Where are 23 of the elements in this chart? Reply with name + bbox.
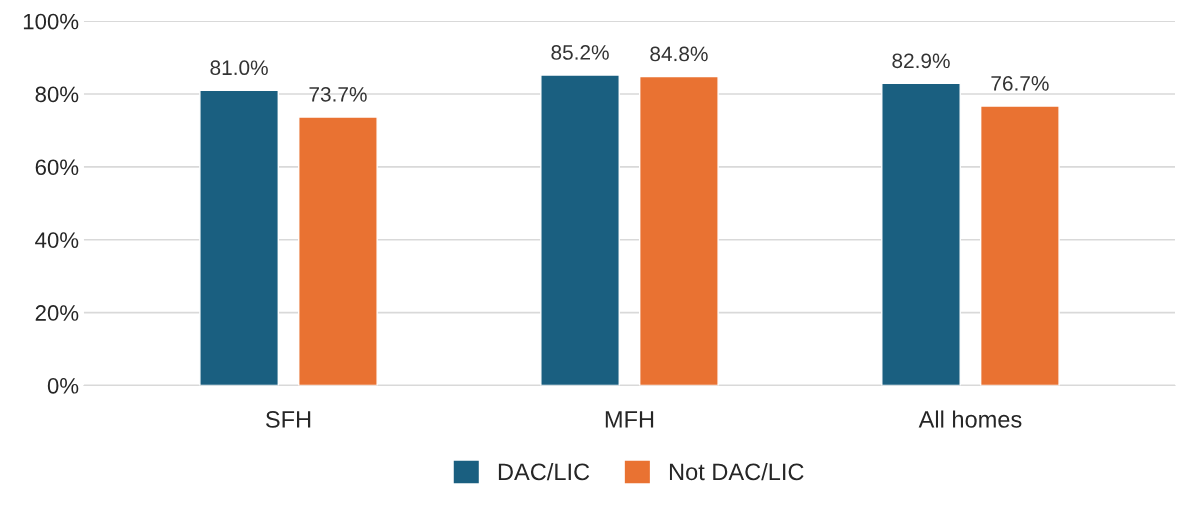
data-label: 85.2%: [551, 45, 609, 60]
bar: [979, 105, 1060, 386]
y-tick-label: 20%: [35, 305, 79, 321]
x-tick-label: MFH: [605, 411, 654, 428]
x-tick-label: All homes: [918, 410, 1022, 428]
data-label: 81.0%: [210, 60, 268, 76]
y-tick-label: 40%: [35, 232, 79, 248]
data-label: 82.9%: [892, 53, 950, 69]
bar: [639, 75, 719, 386]
data-label: 76.7%: [991, 76, 1049, 91]
legend-label: DAC/LIC: [498, 462, 590, 481]
bar: [540, 74, 620, 386]
data-label: 73.7%: [309, 86, 367, 102]
x-tick-label: SFH: [265, 411, 311, 428]
y-tick-label: 100%: [23, 13, 79, 30]
y-tick-label: 60%: [35, 159, 79, 176]
data-label: 84.8%: [650, 46, 708, 62]
y-tick-label: 80%: [35, 86, 79, 103]
legend-label: Not DAC/LIC: [669, 462, 804, 481]
bar: [881, 82, 961, 386]
bar: [199, 89, 279, 386]
y-tick-label: 0%: [47, 377, 79, 394]
bar: [298, 116, 378, 386]
